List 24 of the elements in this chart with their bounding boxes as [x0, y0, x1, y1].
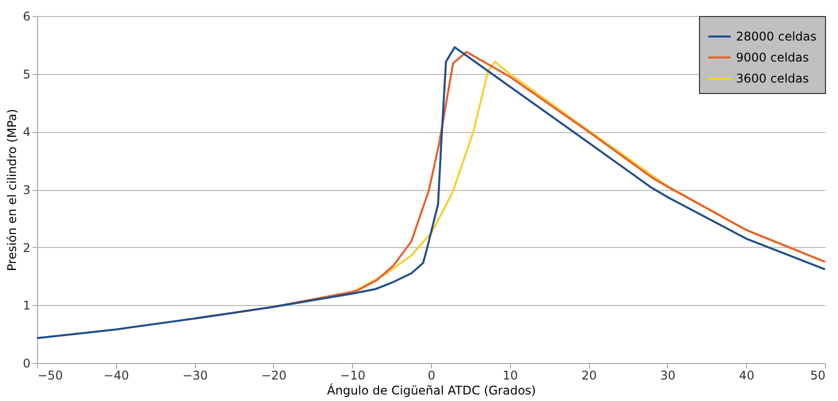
y-axis-title: Presión en el cilindro (MPa) [4, 108, 19, 272]
x-tick-label: 0 [428, 368, 436, 382]
y-tick-label: 3 [22, 183, 30, 197]
x-tick-label: −30 [182, 368, 208, 382]
x-tick-label: −20 [261, 368, 287, 382]
x-tick-label: −50 [38, 368, 63, 382]
legend-label: 3600 celdas [736, 72, 809, 86]
legend-label: 9000 celdas [736, 50, 809, 64]
x-tick-label: −40 [104, 368, 129, 382]
x-tick-label: 50 [810, 368, 826, 382]
y-tick-label: 6 [22, 10, 30, 24]
x-tick-label: 30 [660, 368, 676, 382]
y-tick-label: 4 [22, 125, 30, 140]
y-tick-label: 5 [22, 67, 30, 82]
y-tick-label: 1 [22, 298, 30, 313]
y-tick-label: 2 [22, 240, 30, 255]
x-tick-label: 40 [739, 368, 754, 382]
x-axis-title: Ángulo de Cigüeñal ATDC (Grados) [327, 382, 536, 398]
y-tick-label: 0 [22, 356, 30, 370]
x-tick-label: 10 [502, 368, 518, 382]
legend-label: 28000 celdas [736, 30, 817, 44]
line-series [36, 46, 826, 340]
x-tick-label: −10 [340, 368, 366, 382]
x-tick-label: 20 [581, 368, 597, 382]
